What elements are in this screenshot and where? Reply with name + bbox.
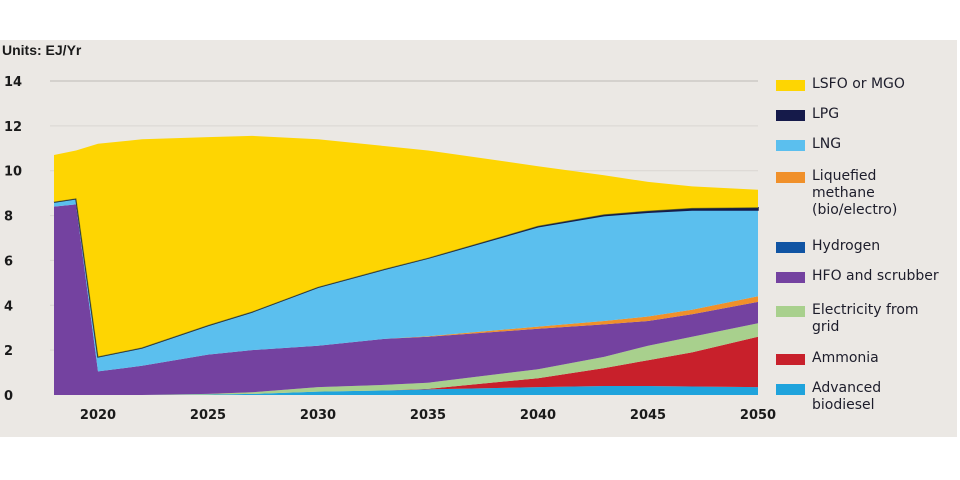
legend-swatch — [776, 172, 805, 183]
x-tick-label: 2025 — [190, 408, 226, 423]
legend-swatch — [776, 272, 805, 283]
x-tick-label: 2045 — [630, 408, 666, 423]
legend-item-lsfo-or-mgo: LSFO or MGO — [776, 76, 905, 93]
legend-label: LPG — [812, 106, 840, 122]
area-advanced-biodiesel — [54, 386, 758, 395]
y-tick-label: 0 — [4, 389, 13, 404]
legend-item-hydrogen: Hydrogen — [776, 238, 880, 255]
area-hfo-and-scrubber — [54, 204, 758, 395]
legend-swatch — [776, 306, 805, 317]
legend-swatch — [776, 354, 805, 365]
legend-item-liquefied-methane-bio-electro: Liquefied methane (bio/electro) — [776, 168, 897, 219]
lpg-boundary-line — [53, 198, 759, 358]
y-tick-label: 14 — [4, 75, 22, 90]
units-label: Units: EJ/Yr — [2, 42, 82, 58]
legend-label: Ammonia — [812, 350, 879, 366]
y-tick-label: 10 — [4, 165, 22, 180]
legend-item-electricity-from-grid: Electricity from grid — [776, 302, 919, 336]
legend-item-lpg: LPG — [776, 106, 839, 123]
legend-label: LSFO or MGO — [812, 76, 905, 92]
x-axis-ticks: 2020 2025 2030 2035 2040 2045 2050 — [80, 408, 776, 423]
legend-label: Advanced biodiesel — [812, 380, 882, 413]
area-ammonia — [54, 336, 758, 395]
legend-label: Hydrogen — [812, 238, 881, 254]
legend-label: Electricity from grid — [812, 302, 919, 335]
legend-label: LNG — [812, 136, 842, 152]
legend-swatch — [776, 242, 805, 253]
area-series — [53, 135, 759, 395]
x-tick-label: 2020 — [80, 408, 116, 423]
legend-swatch — [776, 110, 805, 121]
x-tick-label: 2040 — [520, 408, 556, 423]
legend-item-hfo-and-scrubber: HFO and scrubber — [776, 268, 939, 285]
legend-item-ammonia: Ammonia — [776, 350, 879, 367]
legend-swatch — [776, 80, 805, 91]
y-tick-label: 6 — [4, 254, 13, 269]
x-tick-label: 2050 — [740, 408, 776, 423]
y-tick-label: 4 — [4, 299, 13, 314]
y-axis-ticks: 0 2 4 6 8 10 12 14 — [4, 75, 22, 404]
legend-swatch — [776, 384, 805, 395]
legend-label: Liquefied methane (bio/electro) — [812, 168, 898, 218]
y-tick-label: 12 — [4, 120, 22, 135]
area-lng — [54, 198, 758, 372]
area-lsfo-or-mgo — [54, 135, 758, 357]
legend-item-lng: LNG — [776, 136, 841, 153]
legend-label: HFO and scrubber — [812, 268, 939, 284]
legend-item-advanced-biodiesel: Advanced biodiesel — [776, 380, 881, 414]
y-tick-label: 2 — [4, 344, 13, 359]
x-tick-label: 2030 — [300, 408, 336, 423]
legend-swatch — [776, 140, 805, 151]
y-tick-label: 8 — [4, 210, 13, 225]
x-tick-label: 2035 — [410, 408, 446, 423]
area-electricity-from-grid — [54, 323, 758, 395]
